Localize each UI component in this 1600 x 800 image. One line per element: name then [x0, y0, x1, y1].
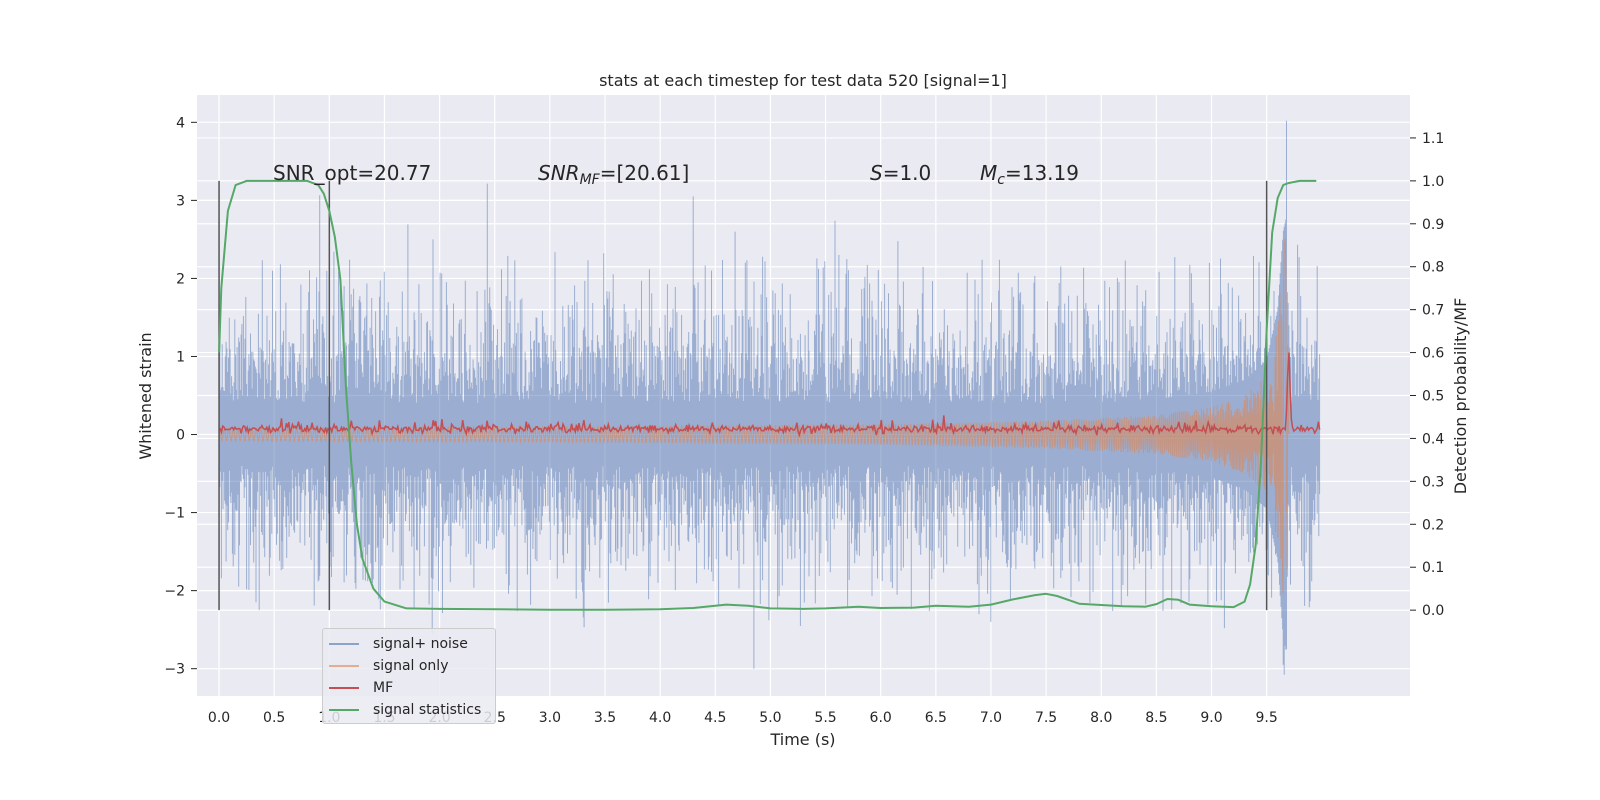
x-tick-label: 8.0 — [1090, 710, 1112, 726]
s-value: =1.0 — [883, 161, 932, 185]
x-tick-label: 7.5 — [1035, 710, 1057, 726]
legend-swatch-signal-statistics — [329, 709, 359, 711]
annotation-mc: Mc=13.19 — [980, 161, 1079, 188]
x-tick-label: 7.0 — [980, 710, 1002, 726]
y-axis-label: Whitened strain — [136, 332, 155, 459]
series-signal-statistics — [218, 179, 1317, 611]
series-mf — [218, 352, 1321, 438]
y2-tick-label: 0.3 — [1422, 474, 1444, 490]
legend-item-mf: MF — [329, 678, 393, 698]
legend-swatch-signal-noise — [329, 643, 359, 645]
y2-tick-label: 0.8 — [1422, 260, 1444, 276]
y-tick-label: 2 — [176, 271, 185, 287]
annotation-snr-mf: SNRMF=[20.61] — [538, 161, 689, 188]
legend-label-mf: MF — [373, 680, 394, 696]
y-tick-label: 0 — [176, 428, 185, 444]
snr-mf-subscript: MF — [580, 172, 601, 188]
y2-tick-label: 0.7 — [1422, 303, 1444, 319]
y-tick-labels: 4 3 2 1 0 −1 −2 −3 — [164, 115, 197, 678]
x-tick-label: 5.5 — [814, 710, 836, 726]
y2-tick-label: 0.0 — [1422, 603, 1444, 619]
s-symbol: S — [870, 161, 883, 185]
vertical-markers — [218, 180, 1268, 611]
annotation-s: S=1.0 — [870, 161, 931, 185]
x-tick-label: 6.0 — [870, 710, 892, 726]
legend-label-signal-statistics: signal statistics — [373, 702, 482, 718]
annotation-snr-opt: SNR_opt=20.77 — [273, 161, 431, 185]
x-tick-label: 3.5 — [594, 710, 616, 726]
y-tick-label: 3 — [176, 193, 185, 209]
legend-item-signal-noise: signal+ noise — [329, 634, 468, 654]
mf-line — [218, 352, 1321, 438]
y2-tick-label: 1.1 — [1422, 131, 1444, 147]
x-tick-label: 9.5 — [1256, 710, 1278, 726]
y-tick-label: −3 — [164, 662, 185, 678]
legend-swatch-mf — [329, 687, 359, 689]
y2-tick-label: 0.6 — [1422, 346, 1444, 362]
x-tick-label: 0.5 — [263, 710, 285, 726]
x-tick-label: 5.0 — [759, 710, 781, 726]
snr-mf-symbol: SNR — [538, 161, 580, 185]
legend-label-signal-only: signal only — [373, 658, 449, 674]
x-axis-label: Time (s) — [769, 730, 835, 749]
x-tick-label: 8.5 — [1145, 710, 1167, 726]
y2-axis-label: Detection probability/MF — [1451, 298, 1470, 495]
legend-swatch-signal-only — [329, 665, 359, 667]
legend: signal+ noise signal only MF signal stat… — [322, 628, 496, 724]
x-tick-label: 3.0 — [539, 710, 561, 726]
mc-subscript: c — [997, 172, 1005, 188]
mc-value: =13.19 — [1005, 161, 1079, 185]
x-tick-label: 4.0 — [649, 710, 671, 726]
y-tick-label: −1 — [164, 506, 185, 522]
y2-tick-label: 0.2 — [1422, 517, 1444, 533]
y2-tick-label: 0.1 — [1422, 560, 1444, 576]
y2-tick-label: 0.5 — [1422, 389, 1444, 405]
x-tick-label: 4.5 — [704, 710, 726, 726]
y2-tick-labels: 1.1 1.0 0.9 0.8 0.7 0.6 0.5 0.4 0.3 0.2 0.1 0.0 — [1410, 131, 1444, 619]
legend-item-signal-only: signal only — [329, 656, 448, 676]
x-tick-label: 9.0 — [1200, 710, 1222, 726]
legend-item-signal-statistics: signal statistics — [329, 700, 481, 720]
snr-mf-value: =[20.61] — [600, 161, 690, 185]
y-tick-label: 4 — [176, 115, 185, 131]
y2-tick-label: 0.4 — [1422, 431, 1444, 447]
x-tick-label: 6.5 — [925, 710, 947, 726]
y2-tick-label: 1.0 — [1422, 174, 1444, 190]
y-tick-label: 1 — [176, 349, 185, 365]
legend-label-signal-noise: signal+ noise — [373, 636, 468, 652]
y2-tick-label: 0.9 — [1422, 217, 1444, 233]
chart-title: stats at each timestep for test data 520… — [599, 71, 1007, 90]
x-tick-label: 0.0 — [208, 710, 230, 726]
signal-statistics-line — [218, 179, 1317, 611]
y-tick-label: −2 — [164, 584, 185, 600]
mc-symbol: M — [980, 161, 997, 185]
